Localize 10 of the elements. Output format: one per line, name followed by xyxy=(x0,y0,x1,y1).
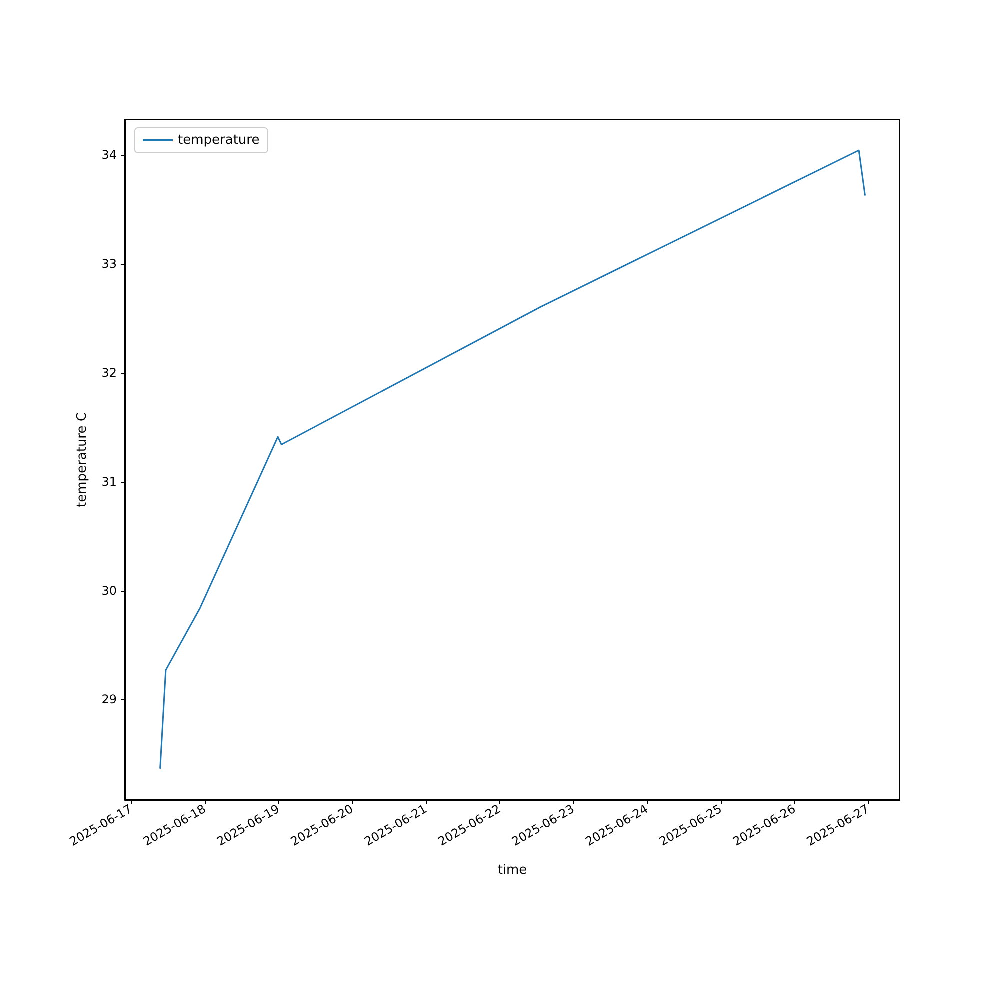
y-tick-label: 31 xyxy=(102,474,117,489)
line-series xyxy=(160,150,866,770)
y-tick-label: 34 xyxy=(102,148,117,162)
y-tick-label: 33 xyxy=(102,256,117,271)
y-tick-label: 30 xyxy=(102,584,117,598)
legend-label: temperature xyxy=(178,133,260,148)
x-axis-title: time xyxy=(498,863,528,878)
y-tick-label: 29 xyxy=(102,692,117,707)
y-axis-title: temperature C xyxy=(75,412,90,508)
y-tick-label: 32 xyxy=(102,366,117,380)
